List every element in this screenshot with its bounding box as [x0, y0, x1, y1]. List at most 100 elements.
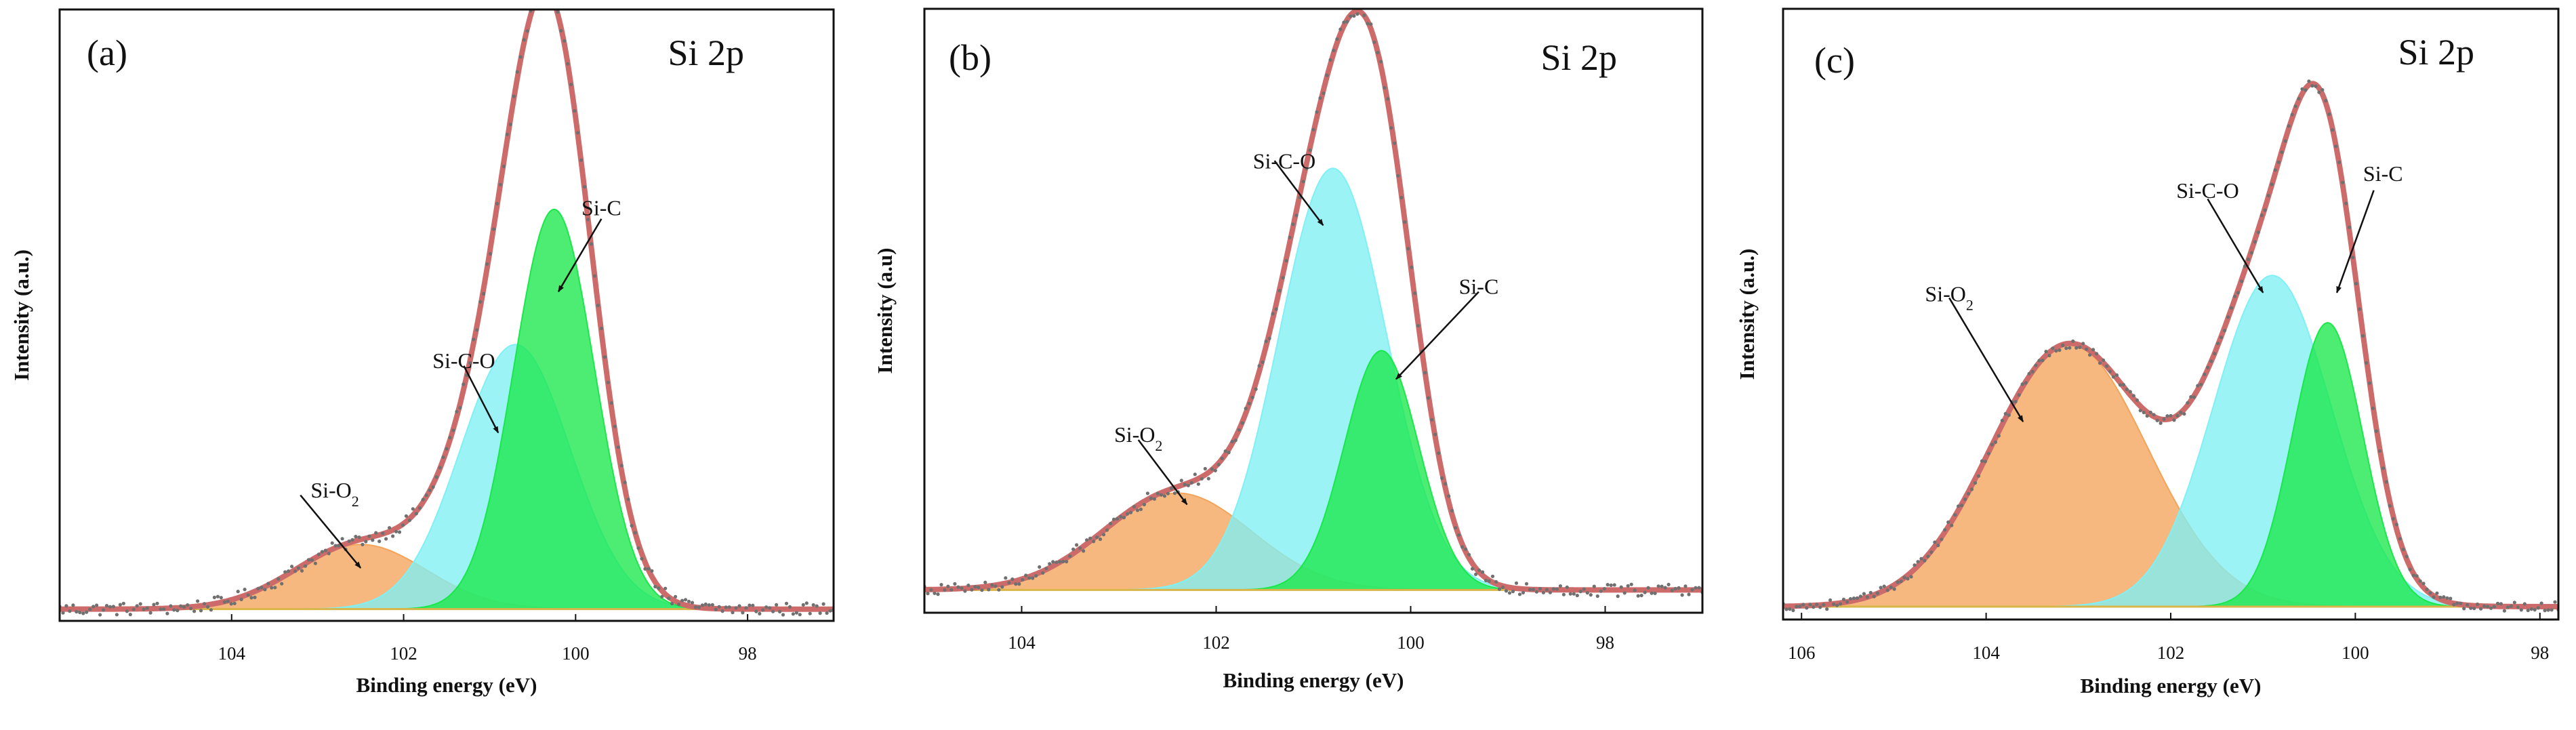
raw-data-point [563, 39, 567, 43]
raw-data-point [1953, 513, 1957, 517]
raw-data-point [2189, 394, 2193, 399]
raw-data-point [1399, 195, 1404, 200]
raw-data-point [2381, 466, 2385, 470]
raw-data-point [1210, 467, 1214, 471]
raw-data-point [172, 608, 176, 612]
raw-data-point [152, 603, 156, 607]
raw-data-point [586, 218, 590, 222]
raw-data-point [2013, 399, 2018, 404]
raw-data-point [2512, 601, 2516, 605]
raw-data-point [374, 531, 378, 535]
raw-data-point [2246, 258, 2250, 262]
raw-data-point [1997, 434, 2001, 438]
raw-data-point [1284, 259, 1288, 263]
raw-data-point [1801, 603, 1805, 607]
raw-data-point [1602, 587, 1606, 591]
raw-data-point [125, 609, 129, 613]
raw-data-point [2175, 413, 2180, 418]
plot-area [1783, 79, 2558, 613]
raw-data-point [990, 583, 994, 587]
raw-data-point [758, 611, 762, 616]
raw-data-point [165, 611, 169, 615]
raw-data-point [1108, 521, 1113, 526]
raw-data-point [778, 609, 782, 614]
raw-data-point [2394, 523, 2398, 527]
raw-data-point [98, 613, 102, 617]
raw-data-point [1650, 591, 1654, 595]
raw-data-point [1135, 508, 1140, 512]
raw-data-point [138, 602, 142, 606]
raw-data-point [2054, 349, 2058, 353]
raw-data-point [1244, 407, 1248, 411]
raw-data-point [953, 582, 957, 586]
raw-data-point [2068, 346, 2072, 350]
raw-data-point [2223, 329, 2227, 333]
raw-data-point [700, 603, 704, 607]
raw-data-point [737, 604, 741, 608]
raw-data-point [2472, 607, 2476, 611]
raw-data-point [623, 481, 627, 485]
raw-data-point [128, 613, 132, 617]
raw-data-point [104, 604, 109, 608]
raw-data-point [2213, 352, 2217, 356]
raw-data-point [1484, 578, 1488, 583]
raw-data-point [502, 164, 506, 169]
raw-data-point [75, 609, 79, 614]
raw-data-point [791, 612, 795, 616]
raw-data-point [566, 62, 570, 66]
raw-data-point [768, 606, 772, 610]
raw-data-point [287, 569, 291, 573]
raw-data-point [1626, 584, 1630, 588]
raw-data-point [1929, 550, 1934, 554]
raw-data-point [91, 605, 96, 609]
raw-data-point [2445, 596, 2449, 600]
raw-data-point [1366, 22, 1370, 26]
raw-data-point [1660, 584, 1664, 588]
raw-data-point [388, 526, 392, 530]
raw-data-point [727, 605, 731, 609]
raw-data-point [491, 227, 496, 231]
raw-data-point [1085, 538, 1089, 542]
raw-data-point [1014, 582, 1018, 586]
raw-data-point [966, 584, 970, 588]
raw-data-point [2125, 387, 2129, 392]
raw-data-point [2091, 348, 2095, 352]
x-tick-label: 104 [218, 643, 246, 664]
raw-data-point [994, 584, 998, 588]
raw-data-point [2203, 372, 2207, 376]
raw-data-point [1082, 549, 1086, 553]
raw-data-point [690, 601, 695, 605]
raw-data-point [182, 605, 186, 609]
raw-data-point [1551, 587, 1555, 591]
raw-data-point [1092, 540, 1096, 544]
raw-data-point [2256, 230, 2260, 235]
chart-panel-b: 104 102 100 98 Binding energy (eV) Intensity … [873, 7, 1704, 692]
raw-data-point [2232, 294, 2237, 298]
raw-data-point [811, 603, 815, 607]
raw-data-point [926, 592, 930, 596]
raw-data-point [1183, 483, 1187, 487]
raw-data-point [1444, 482, 1448, 486]
raw-data-point [2489, 606, 2493, 610]
raw-data-point [1004, 576, 1008, 580]
raw-data-point [1969, 487, 1974, 491]
raw-data-point [2435, 591, 2439, 595]
raw-data-point [1973, 481, 1978, 485]
raw-data-point [1068, 554, 1072, 559]
raw-data-point [1189, 481, 1193, 485]
raw-data-point [1288, 235, 1292, 239]
raw-data-point [2391, 516, 2395, 521]
raw-data-point [2442, 595, 2446, 599]
plot-area [924, 9, 1702, 599]
raw-data-point [448, 436, 452, 440]
raw-data-point [61, 611, 65, 615]
raw-data-point [616, 445, 620, 449]
raw-data-point [640, 556, 644, 561]
raw-data-point [630, 524, 634, 528]
raw-data-point [949, 588, 954, 592]
raw-data-point [1179, 479, 1183, 483]
raw-data-point [2034, 363, 2038, 367]
raw-data-point [2543, 609, 2547, 613]
raw-data-point [1345, 20, 1349, 24]
raw-data-point [1038, 565, 1042, 569]
